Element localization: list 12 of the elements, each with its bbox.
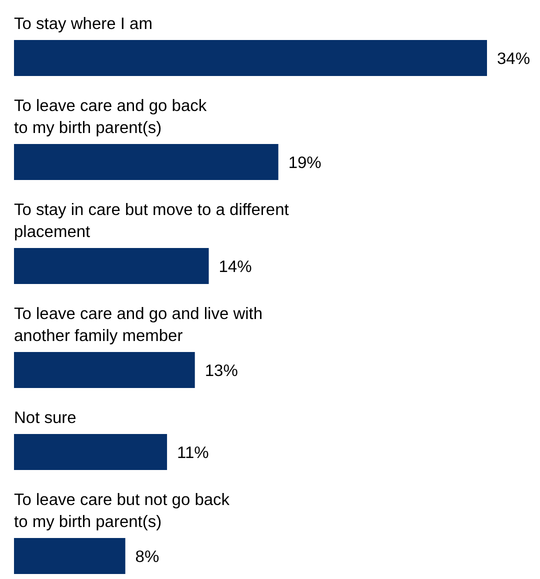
y-tick-label: To leave care and go and live with another family member (14, 305, 263, 345)
data-label: 11% (177, 444, 210, 462)
y-tick-label: To leave care and go back to my birth parent(s) (14, 97, 208, 137)
data-label: 8% (135, 548, 160, 566)
y-tick-label: To stay in care but move to a different placement (14, 201, 290, 241)
y-tick-label: To leave care but not go back to my birth parent(s) (14, 491, 230, 531)
y-tick-label: To stay where I am (14, 15, 152, 33)
data-label: 14% (218, 258, 252, 276)
y-tick-label: Not sure (14, 409, 76, 427)
data-label: 13% (204, 362, 238, 380)
data-label: 34% (497, 50, 530, 68)
data-label: 19% (288, 154, 322, 172)
